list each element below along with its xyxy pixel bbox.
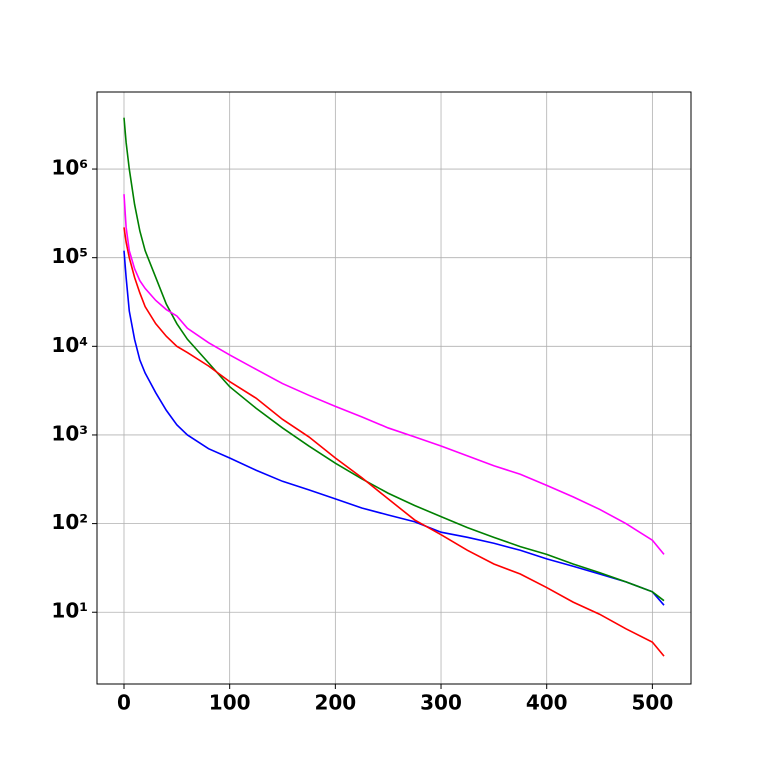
data-line (123, 250, 665, 606)
y-tick-label: 10⁵ (51, 244, 88, 268)
y-tick-label: 10² (51, 510, 88, 534)
x-tick-label: 500 (632, 691, 674, 715)
y-tick-label: 10⁶ (51, 156, 88, 180)
x-tick-label: 400 (526, 691, 568, 715)
y-tick-label: 10⁴ (51, 333, 88, 357)
plot-frame (96, 91, 692, 685)
x-tick-label: 0 (117, 691, 131, 715)
x-tick-label: 100 (209, 691, 251, 715)
y-tick-label: 10³ (51, 421, 88, 445)
data-line (123, 194, 665, 555)
y-tick-label: 10¹ (51, 599, 88, 623)
data-line (123, 227, 665, 657)
data-line (123, 117, 665, 602)
x-tick-label: 200 (314, 691, 356, 715)
x-tick-label: 300 (420, 691, 462, 715)
